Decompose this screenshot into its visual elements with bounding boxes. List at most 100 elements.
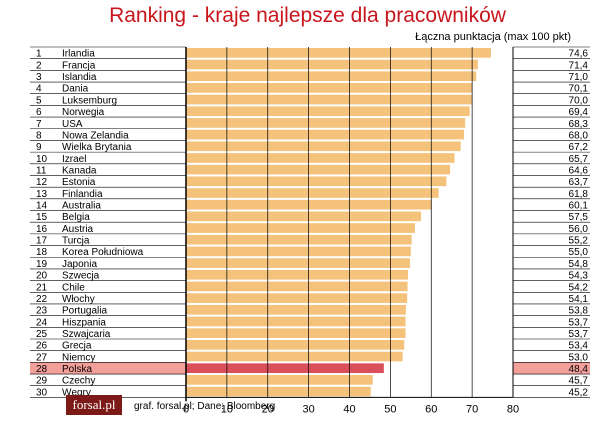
rank-label-3: 3 bbox=[36, 72, 42, 83]
bar-1 bbox=[186, 48, 491, 58]
country-label-26: Grecja bbox=[62, 341, 92, 352]
country-label-22: Włochy bbox=[62, 294, 95, 305]
country-label-18: Korea Południowa bbox=[62, 247, 144, 258]
value-label-28: 48,4 bbox=[569, 364, 589, 375]
bar-20 bbox=[186, 269, 408, 280]
value-label-20: 54,3 bbox=[569, 271, 589, 282]
source-note: graf. forsal.pl; Dane: Bloomberg bbox=[134, 401, 276, 412]
rank-label-23: 23 bbox=[36, 306, 48, 317]
rank-label-14: 14 bbox=[36, 201, 48, 212]
value-label-6: 69,4 bbox=[569, 107, 589, 118]
chart-title: Ranking - kraje najlepsze dla pracownikó… bbox=[109, 4, 506, 27]
chart-subtitle: Łączna punktacja (max 100 pkt) bbox=[415, 31, 571, 43]
rank-label-12: 12 bbox=[36, 177, 48, 188]
bar-21 bbox=[186, 281, 408, 292]
rank-label-2: 2 bbox=[36, 60, 42, 71]
x-tick-label-0: 0 bbox=[183, 403, 189, 415]
rank-label-13: 13 bbox=[36, 189, 48, 200]
value-label-16: 56,0 bbox=[569, 224, 589, 235]
value-label-26: 53,4 bbox=[569, 341, 589, 352]
value-label-15: 57,5 bbox=[569, 212, 589, 223]
country-label-19: Japonia bbox=[62, 259, 97, 270]
rank-label-4: 4 bbox=[36, 84, 42, 95]
rank-label-7: 7 bbox=[36, 119, 42, 130]
country-label-30: Węgry bbox=[62, 387, 91, 398]
country-label-24: Hiszpania bbox=[62, 317, 106, 328]
value-label-14: 60,1 bbox=[569, 201, 589, 212]
value-label-9: 67,2 bbox=[569, 142, 589, 153]
bar-25 bbox=[186, 328, 406, 338]
value-label-27: 53,0 bbox=[569, 352, 589, 363]
value-label-2: 71,4 bbox=[569, 60, 589, 71]
rank-label-10: 10 bbox=[36, 154, 48, 165]
x-tick-label-70: 70 bbox=[466, 403, 478, 415]
value-label-18: 55,0 bbox=[569, 247, 589, 258]
value-label-7: 68,3 bbox=[569, 119, 589, 130]
bar-15 bbox=[186, 211, 422, 222]
country-label-2: Francja bbox=[62, 60, 96, 71]
country-label-23: Portugalia bbox=[62, 306, 107, 317]
value-label-25: 53,7 bbox=[569, 329, 589, 340]
value-label-17: 55,2 bbox=[569, 236, 589, 247]
value-label-30: 45,2 bbox=[569, 387, 589, 398]
value-label-10: 65,7 bbox=[569, 154, 589, 165]
bar-11 bbox=[186, 164, 451, 175]
value-label-22: 54,1 bbox=[569, 294, 589, 305]
bar-23 bbox=[186, 304, 406, 315]
bar-16 bbox=[186, 223, 415, 233]
rank-label-20: 20 bbox=[36, 271, 48, 282]
country-label-14: Australia bbox=[62, 201, 101, 212]
rank-label-21: 21 bbox=[36, 282, 48, 293]
value-label-8: 68,0 bbox=[569, 130, 589, 141]
value-label-13: 61,8 bbox=[569, 189, 589, 200]
forsal-logo: forsal.pl bbox=[66, 395, 122, 415]
rank-label-6: 6 bbox=[36, 107, 42, 118]
bar-18 bbox=[186, 246, 411, 257]
rank-label-15: 15 bbox=[36, 212, 48, 223]
bar-27 bbox=[186, 351, 403, 362]
rank-label-18: 18 bbox=[36, 247, 48, 258]
x-tick-label-30: 30 bbox=[303, 403, 315, 415]
bar-22 bbox=[186, 293, 408, 303]
value-label-5: 70,0 bbox=[569, 95, 589, 106]
bar-30 bbox=[186, 386, 371, 397]
bar-17 bbox=[186, 234, 412, 245]
value-label-24: 53,7 bbox=[569, 317, 589, 328]
bar-12 bbox=[186, 176, 447, 187]
rank-label-24: 24 bbox=[36, 317, 48, 328]
bar-13 bbox=[186, 188, 439, 198]
rank-label-8: 8 bbox=[36, 130, 42, 141]
country-label-11: Kanada bbox=[62, 165, 97, 176]
country-label-10: Izrael bbox=[62, 154, 86, 165]
country-label-6: Norwegia bbox=[62, 107, 105, 118]
country-label-29: Czechy bbox=[62, 376, 95, 387]
rank-label-27: 27 bbox=[36, 352, 48, 363]
value-label-21: 54,2 bbox=[569, 282, 589, 293]
country-label-15: Belgia bbox=[62, 212, 90, 223]
country-label-4: Dania bbox=[62, 84, 89, 95]
country-label-16: Austria bbox=[62, 224, 94, 235]
x-tick-label-60: 60 bbox=[425, 403, 437, 415]
country-label-27: Niemcy bbox=[62, 352, 95, 363]
highlight-row-right bbox=[513, 362, 590, 375]
x-tick-label-10: 10 bbox=[221, 403, 233, 415]
highlight-row-left bbox=[30, 362, 186, 375]
bar-4 bbox=[186, 83, 473, 93]
rank-label-29: 29 bbox=[36, 376, 48, 387]
bar-6 bbox=[186, 106, 470, 117]
x-tick-label-40: 40 bbox=[343, 403, 355, 415]
rank-label-16: 16 bbox=[36, 224, 48, 235]
value-label-3: 71,0 bbox=[569, 72, 589, 83]
country-label-17: Turcja bbox=[62, 236, 90, 247]
rank-label-25: 25 bbox=[36, 329, 48, 340]
value-label-12: 63,7 bbox=[569, 177, 589, 188]
value-label-4: 70,1 bbox=[569, 84, 589, 95]
bar-8 bbox=[186, 129, 464, 140]
value-label-1: 74,6 bbox=[569, 49, 589, 60]
rank-label-1: 1 bbox=[36, 49, 42, 60]
rank-label-22: 22 bbox=[36, 294, 48, 305]
country-label-3: Islandia bbox=[62, 72, 97, 83]
country-label-28: Polska bbox=[62, 364, 92, 375]
rank-label-30: 30 bbox=[36, 387, 48, 398]
value-label-11: 64,6 bbox=[569, 165, 589, 176]
